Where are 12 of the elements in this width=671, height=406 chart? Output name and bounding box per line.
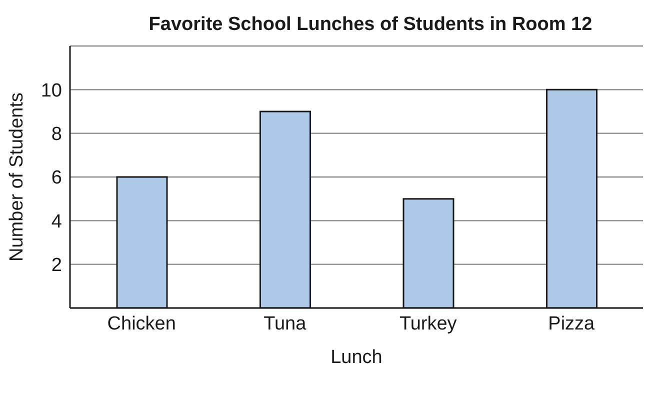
y-tick-label: 10 [40,80,62,102]
x-axis-title: Lunch [330,347,382,368]
y-tick-label: 2 [51,255,62,276]
x-tick-label: Pizza [548,313,596,334]
y-tick-label: 6 [51,168,62,189]
x-tick-label: Tuna [264,313,307,334]
y-tick-label: 8 [51,124,62,146]
chart-title: Favorite School Lunches of Students in Room 12 [148,14,594,36]
y-axis-title: Number of Students [6,92,28,262]
y-tick-label: 4 [51,211,62,232]
x-tick-label: Chicken [107,313,176,334]
x-tick-label: Turkey [399,313,458,334]
